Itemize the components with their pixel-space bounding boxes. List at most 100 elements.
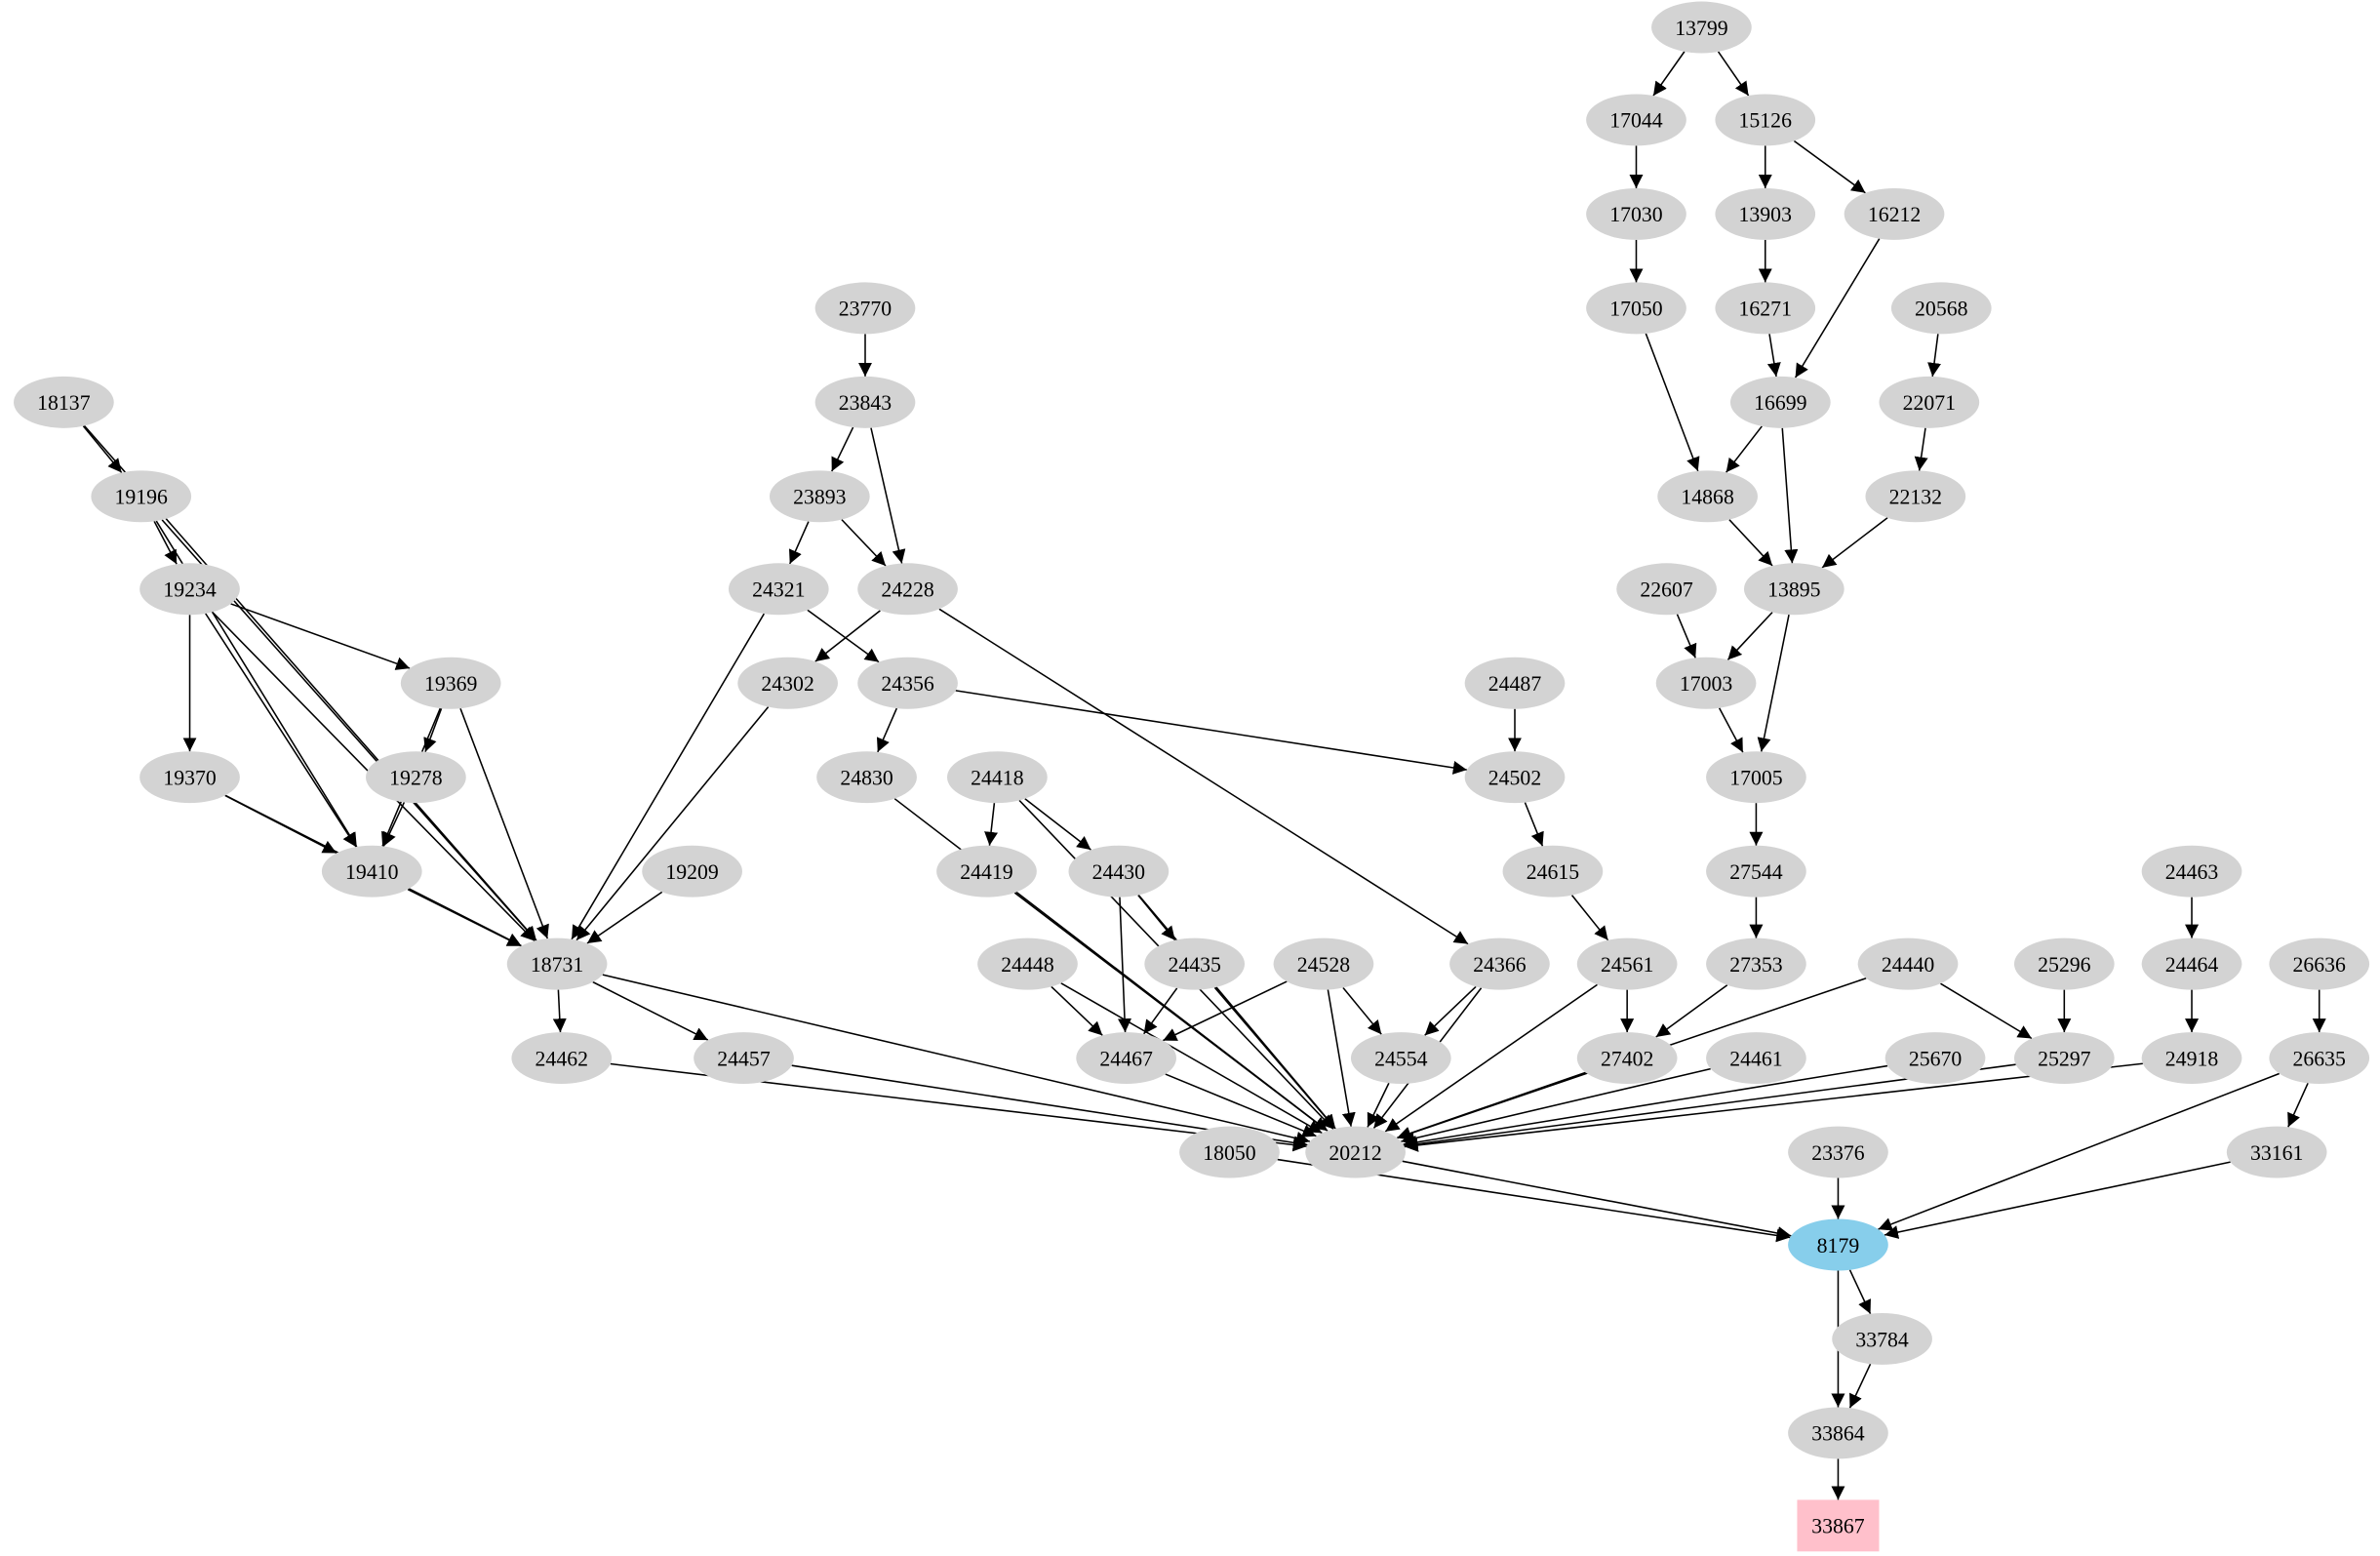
- node-24448[interactable]: 24448: [977, 938, 1078, 990]
- node-ellipse: [1857, 938, 1959, 990]
- edge-13799-to-17044: [1652, 51, 1686, 97]
- node-label: 24502: [1488, 767, 1541, 790]
- node-ellipse: [2013, 938, 2115, 990]
- node-15126[interactable]: 15126: [1715, 94, 1816, 146]
- node-17003[interactable]: 17003: [1655, 657, 1757, 709]
- node-24418[interactable]: 24418: [947, 751, 1048, 804]
- node-ellipse: [1464, 751, 1566, 804]
- node-17030[interactable]: 17030: [1586, 187, 1686, 240]
- node-27544[interactable]: 27544: [1706, 845, 1806, 898]
- node-label: 27544: [1729, 860, 1783, 884]
- node-label: 24440: [1882, 953, 1935, 977]
- node-33784[interactable]: 33784: [1832, 1313, 1932, 1365]
- node-24464[interactable]: 24464: [2141, 938, 2242, 990]
- node-label: 23770: [839, 298, 892, 321]
- node-ellipse: [321, 845, 422, 898]
- node-23893[interactable]: 23893: [769, 470, 870, 523]
- node-ellipse: [1586, 187, 1686, 240]
- node-18137[interactable]: 18137: [14, 376, 114, 428]
- node-label: 23376: [1811, 1141, 1865, 1165]
- node-24440[interactable]: 24440: [1857, 938, 1959, 990]
- node-24502[interactable]: 24502: [1464, 751, 1566, 804]
- node-22607[interactable]: 22607: [1616, 563, 1717, 616]
- node-19369[interactable]: 19369: [400, 657, 501, 709]
- node-23843[interactable]: 23843: [814, 376, 916, 428]
- node-26636[interactable]: 26636: [2269, 938, 2370, 990]
- node-16699[interactable]: 16699: [1729, 376, 1831, 428]
- node-24918[interactable]: 24918: [2141, 1032, 2242, 1085]
- node-19370[interactable]: 19370: [139, 751, 240, 804]
- node-17044[interactable]: 17044: [1586, 94, 1686, 146]
- node-27402[interactable]: 27402: [1576, 1032, 1678, 1085]
- node-ellipse: [977, 938, 1078, 990]
- node-14868[interactable]: 14868: [1657, 470, 1758, 523]
- node-label: 26635: [2293, 1047, 2347, 1070]
- node-ellipse: [1879, 376, 1980, 428]
- node-16212[interactable]: 16212: [1844, 187, 1945, 240]
- node-27353[interactable]: 27353: [1706, 938, 1806, 990]
- node-16271[interactable]: 16271: [1715, 282, 1816, 335]
- node-22132[interactable]: 22132: [1865, 470, 1966, 523]
- edge-23843-to-24228: [870, 427, 906, 564]
- node-24461[interactable]: 24461: [1706, 1032, 1806, 1085]
- node-22071[interactable]: 22071: [1879, 376, 1980, 428]
- node-24463[interactable]: 24463: [2141, 845, 2242, 898]
- node-13903[interactable]: 13903: [1715, 187, 1816, 240]
- node-19234[interactable]: 19234: [139, 563, 240, 616]
- node-label: 24554: [1374, 1047, 1428, 1070]
- node-18050[interactable]: 18050: [1179, 1126, 1280, 1178]
- node-25670[interactable]: 25670: [1884, 1032, 1986, 1085]
- edge-23893-to-24321: [788, 521, 810, 565]
- node-33867[interactable]: 33867: [1797, 1499, 1880, 1552]
- node-24830[interactable]: 24830: [816, 751, 917, 804]
- node-33161[interactable]: 33161: [2226, 1126, 2327, 1178]
- node-20568[interactable]: 20568: [1890, 282, 1992, 335]
- node-ellipse: [366, 751, 466, 804]
- node-label: 24918: [2165, 1047, 2219, 1070]
- node-ellipse: [1706, 938, 1806, 990]
- node-label: 24418: [971, 767, 1024, 790]
- node-24356[interactable]: 24356: [857, 657, 958, 709]
- node-19410[interactable]: 19410: [321, 845, 422, 898]
- node-13895[interactable]: 13895: [1743, 563, 1844, 616]
- node-ellipse: [2141, 938, 2242, 990]
- node-24321[interactable]: 24321: [728, 563, 829, 616]
- node-label: 17003: [1680, 672, 1733, 696]
- node-24228[interactable]: 24228: [857, 563, 958, 616]
- node-24487[interactable]: 24487: [1464, 657, 1566, 709]
- node-24435[interactable]: 24435: [1144, 938, 1246, 990]
- node-8179[interactable]: 8179: [1788, 1218, 1888, 1271]
- node-24430[interactable]: 24430: [1068, 845, 1170, 898]
- node-23770[interactable]: 23770: [814, 282, 916, 335]
- node-24302[interactable]: 24302: [737, 657, 838, 709]
- node-19196[interactable]: 19196: [91, 470, 192, 523]
- node-25297[interactable]: 25297: [2013, 1032, 2115, 1085]
- node-25296[interactable]: 25296: [2013, 938, 2115, 990]
- node-33864[interactable]: 33864: [1788, 1407, 1888, 1459]
- node-24457[interactable]: 24457: [694, 1032, 794, 1085]
- node-13799[interactable]: 13799: [1651, 1, 1752, 54]
- node-24561[interactable]: 24561: [1576, 938, 1678, 990]
- edge-18731-to-24462: [552, 989, 567, 1033]
- node-17050[interactable]: 17050: [1586, 282, 1686, 335]
- node-23376[interactable]: 23376: [1788, 1126, 1888, 1178]
- node-24419[interactable]: 24419: [936, 845, 1037, 898]
- node-17005[interactable]: 17005: [1706, 751, 1806, 804]
- node-19278[interactable]: 19278: [366, 751, 466, 804]
- node-label: 8179: [1817, 1234, 1860, 1257]
- node-26635[interactable]: 26635: [2269, 1032, 2370, 1085]
- node-24366[interactable]: 24366: [1449, 938, 1550, 990]
- node-19209[interactable]: 19209: [642, 845, 742, 898]
- node-ellipse: [857, 563, 958, 616]
- node-24615[interactable]: 24615: [1502, 845, 1604, 898]
- node-24554[interactable]: 24554: [1350, 1032, 1451, 1085]
- node-24528[interactable]: 24528: [1273, 938, 1374, 990]
- node-label: 24321: [752, 579, 805, 602]
- node-20212[interactable]: 20212: [1305, 1126, 1406, 1178]
- node-24467[interactable]: 24467: [1076, 1032, 1176, 1085]
- edge-24561-to-20212: [1384, 983, 1598, 1133]
- edge-24366-to-24554: [1424, 985, 1477, 1036]
- node-24462[interactable]: 24462: [511, 1032, 613, 1085]
- edge-26635-to-8179: [1878, 1072, 2281, 1231]
- node-18731[interactable]: 18731: [506, 938, 608, 990]
